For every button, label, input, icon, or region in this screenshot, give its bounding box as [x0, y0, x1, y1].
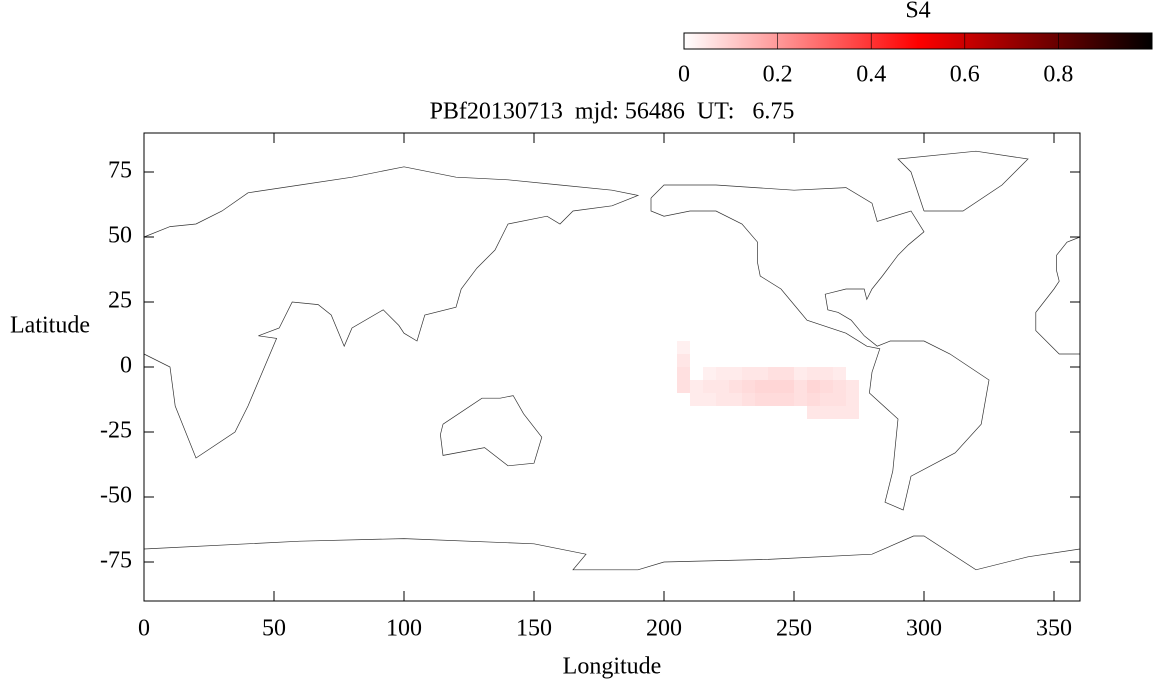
coastline [143, 535, 1081, 571]
heatmap-cell [820, 406, 833, 419]
colorbar-label: S4 [905, 0, 930, 24]
heatmap-cell [781, 367, 794, 380]
heatmap-cell [820, 367, 833, 380]
heatmap-cell [768, 393, 781, 406]
coastline [897, 150, 1029, 212]
heatmap-cell [690, 393, 703, 406]
colorbar [683, 32, 1153, 50]
heatmap-cell [677, 380, 690, 393]
heatmap-cell [742, 380, 755, 393]
plot-frame [143, 132, 1081, 602]
colorbar-tick-label: 0 [678, 62, 690, 88]
heatmap-cell [729, 367, 742, 380]
heatmap-cell [807, 380, 820, 393]
x-tick-label: 100 [386, 616, 422, 642]
y-tick-label: 25 [108, 288, 132, 314]
heatmap-cell [729, 380, 742, 393]
heatmap-cell [755, 380, 768, 393]
colorbar-tick-label: 0.6 [950, 62, 980, 88]
y-tick-label: 75 [108, 158, 132, 184]
x-tick-label: 350 [1036, 616, 1072, 642]
x-tick-label: 150 [516, 616, 552, 642]
y-tick-label: -75 [100, 548, 132, 574]
heatmap-cell [677, 354, 690, 367]
heatmap-cell [807, 367, 820, 380]
x-tick-label: 250 [776, 616, 812, 642]
heatmap-cell [703, 380, 716, 393]
colorbar-tick-label: 0.4 [856, 62, 886, 88]
colorbar-tick-label: 0.8 [1043, 62, 1073, 88]
heatmap-cell [755, 393, 768, 406]
heatmap-cell [703, 367, 716, 380]
x-axis-label: Longitude [563, 654, 662, 680]
heatmap-cell [846, 380, 859, 393]
x-tick-label: 0 [138, 616, 150, 642]
heatmap-cell [677, 341, 690, 354]
heatmap-cell [794, 380, 807, 393]
coastline [1035, 236, 1081, 355]
coastline [143, 166, 640, 459]
heatmap-cell [794, 393, 807, 406]
coastline [440, 395, 543, 467]
heatmap-cell [833, 393, 846, 406]
heatmap-cell [807, 393, 820, 406]
heatmap-cell [716, 367, 729, 380]
y-tick-label: -50 [100, 483, 132, 509]
x-tick-label: 300 [906, 616, 942, 642]
heatmap-cell [846, 406, 859, 419]
chart-title: PBf20130713 mjd: 56486 UT: 6.75 [430, 99, 795, 125]
heatmap-cell [820, 380, 833, 393]
heatmap [677, 341, 859, 419]
y-axis-label: Latitude [10, 313, 90, 339]
y-tick-label: 0 [120, 353, 132, 379]
x-tick-label: 200 [646, 616, 682, 642]
coastline [650, 184, 990, 511]
heatmap-cell [716, 393, 729, 406]
colorbar-tick-label: 0.2 [763, 62, 793, 88]
heatmap-cell [794, 367, 807, 380]
heatmap-cell [729, 393, 742, 406]
heatmap-cell [807, 406, 820, 419]
heatmap-cell [846, 393, 859, 406]
heatmap-cell [820, 393, 833, 406]
heatmap-cell [755, 367, 768, 380]
heatmap-cell [703, 393, 716, 406]
heatmap-cell [781, 380, 794, 393]
heatmap-cell [677, 367, 690, 380]
coastlines [143, 150, 1081, 571]
y-tick-label: -25 [100, 418, 132, 444]
heatmap-cell [833, 380, 846, 393]
heatmap-cell [716, 380, 729, 393]
x-tick-label: 50 [262, 616, 286, 642]
heatmap-cell [742, 393, 755, 406]
heatmap-cell [768, 380, 781, 393]
heatmap-cell [768, 367, 781, 380]
heatmap-cell [690, 380, 703, 393]
heatmap-cell [742, 367, 755, 380]
heatmap-cell [781, 393, 794, 406]
y-tick-label: 50 [108, 223, 132, 249]
heatmap-cell [833, 367, 846, 380]
heatmap-cell [833, 406, 846, 419]
